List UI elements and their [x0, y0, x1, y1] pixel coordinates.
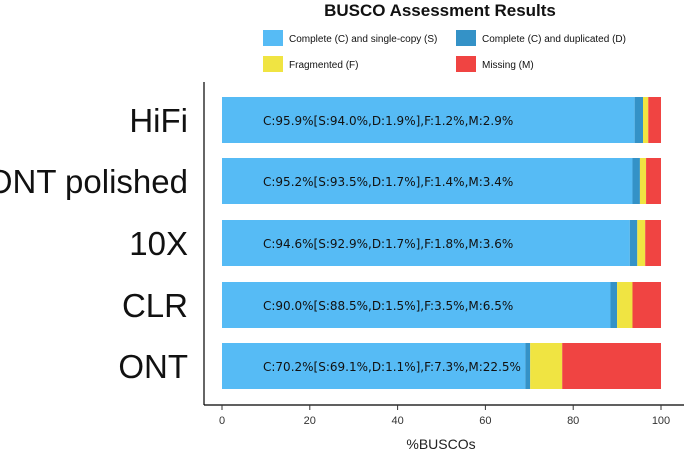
bar-segment	[646, 158, 661, 204]
x-tick-label: 100	[652, 415, 670, 427]
category-label: ONT polished	[0, 163, 188, 200]
category-label: HiFi	[129, 102, 188, 139]
legend-label: Missing (M)	[482, 60, 534, 71]
legend-label: Complete (C) and duplicated (D)	[482, 34, 626, 45]
axes: 0 20 40 60 80 100	[203, 82, 684, 427]
bar-segment	[632, 158, 640, 204]
bar-annotation: C:95.9%[S:94.0%,D:1.9%],F:1.2%,M:2.9%	[263, 114, 513, 128]
legend: Complete (C) and single-copy (S) Complete…	[263, 30, 626, 72]
bar-annotation: C:70.2%[S:69.1%,D:1.1%],F:7.3%,M:22.5%	[263, 360, 521, 374]
legend-swatch	[263, 56, 283, 72]
x-tick-label: 80	[567, 415, 579, 427]
bar-segment	[639, 158, 647, 204]
legend-swatch	[456, 30, 476, 46]
bar-segment	[629, 220, 638, 266]
bar-segment	[643, 97, 649, 143]
bar-segment	[645, 220, 661, 266]
category-label: CLR	[122, 287, 188, 324]
bar-segment	[222, 282, 611, 328]
bar-segment	[222, 343, 526, 389]
bars: C:95.9%[S:94.0%,D:1.9%],F:1.2%,M:2.9% HiF…	[0, 97, 661, 389]
bar-segment	[634, 97, 643, 143]
chart-title: BUSCO Assessment Results	[324, 1, 556, 20]
bar-segment	[222, 97, 635, 143]
x-tick-label: 60	[479, 415, 491, 427]
x-tick-label: 0	[219, 415, 225, 427]
bar-segment	[637, 220, 646, 266]
bar-annotation: C:95.2%[S:93.5%,D:1.7%],F:1.4%,M:3.4%	[263, 175, 513, 189]
bar-segment	[530, 343, 563, 389]
category-label: 10X	[129, 225, 188, 262]
legend-label: Fragmented (F)	[289, 60, 358, 71]
legend-swatch	[263, 30, 283, 46]
category-label: ONT	[118, 348, 188, 385]
bar-segment	[562, 343, 661, 389]
bar-segment	[610, 282, 618, 328]
bar-segment	[632, 282, 661, 328]
bar-segment	[222, 158, 633, 204]
x-tick-label: 20	[304, 415, 316, 427]
bar-segment	[525, 343, 531, 389]
bar-segment	[222, 220, 630, 266]
bar-annotation: C:94.6%[S:92.9%,D:1.7%],F:1.8%,M:3.6%	[263, 237, 513, 251]
legend-label: Complete (C) and single-copy (S)	[289, 34, 437, 45]
bar-segment	[648, 97, 661, 143]
legend-swatch	[456, 56, 476, 72]
x-tick-label: 40	[391, 415, 403, 427]
x-axis-title: %BUSCOs	[406, 436, 475, 452]
bar-annotation: C:90.0%[S:88.5%,D:1.5%],F:3.5%,M:6.5%	[263, 299, 513, 313]
bar-segment	[617, 282, 633, 328]
